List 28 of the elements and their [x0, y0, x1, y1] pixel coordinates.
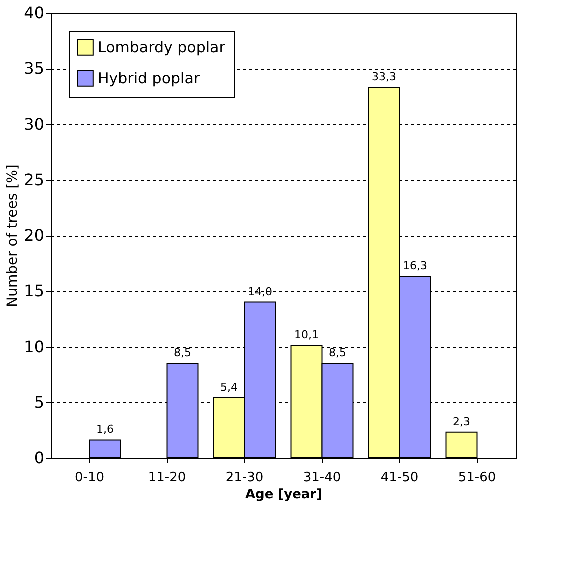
- y-tick-label: 5: [34, 392, 44, 412]
- data-label: 5,4: [220, 380, 238, 394]
- x-tick-label: 11-20: [148, 470, 186, 486]
- data-label: 8,5: [329, 346, 346, 360]
- y-tick-label: 30: [24, 114, 44, 134]
- data-label: 8,5: [174, 346, 192, 360]
- x-tick-label: 21-30: [226, 470, 264, 486]
- y-tick-label: 10: [24, 337, 44, 356]
- y-tick-label: 35: [24, 59, 44, 78]
- y-axis-title: Number of trees [%]: [5, 164, 22, 308]
- y-tick-label: 25: [24, 170, 44, 190]
- x-tick-label: 0-10: [74, 470, 105, 486]
- data-label: 33,3: [372, 70, 396, 84]
- x-tick-label: 51-60: [458, 470, 496, 486]
- y-tick-label: 0: [34, 448, 44, 468]
- x-axis-title: Age [year]: [245, 488, 323, 502]
- x-tick-label: 41-50: [380, 470, 419, 486]
- data-label: 16,3: [403, 260, 428, 273]
- data-label: 2,3: [453, 415, 470, 428]
- y-tick-label: 20: [24, 226, 44, 245]
- y-tick-label: 40: [24, 4, 44, 22]
- data-label: 14,0: [248, 285, 272, 298]
- legend-label: Lombardy poplar: [98, 38, 226, 56]
- y-tick-label: 15: [24, 282, 44, 301]
- legend-label: Hybrid poplar: [98, 70, 201, 88]
- data-label: 1,6: [96, 423, 114, 436]
- data-label: 10,1: [294, 328, 319, 342]
- x-tick-label: 31-40: [303, 470, 342, 486]
